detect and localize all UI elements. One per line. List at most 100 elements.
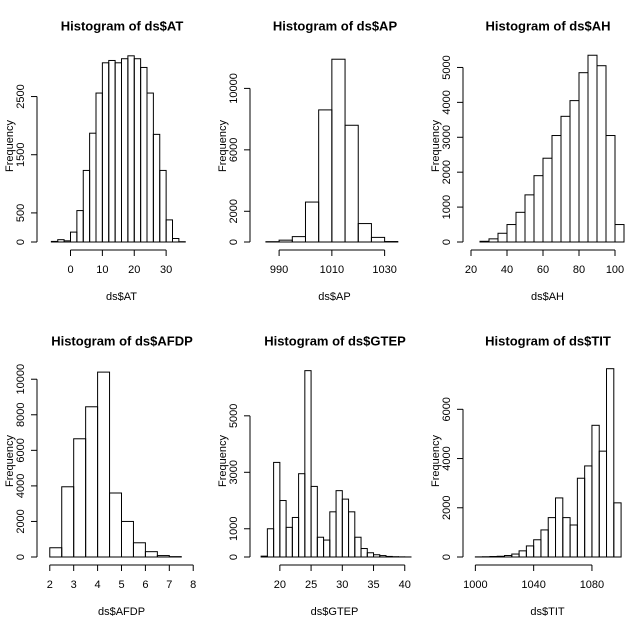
x-tick-label: 10 <box>96 264 108 276</box>
bar <box>260 555 268 558</box>
bar <box>569 100 580 243</box>
bar <box>89 132 97 243</box>
x-tick-label: 30 <box>160 264 172 276</box>
bar <box>76 210 84 243</box>
bar <box>304 201 320 243</box>
bar <box>569 524 578 558</box>
bar <box>57 239 65 243</box>
bar <box>587 54 598 243</box>
bar <box>114 62 122 243</box>
chart-title: Histogram of ds$AT <box>61 18 184 33</box>
bar <box>266 528 275 558</box>
bar <box>49 547 63 558</box>
y-axis-label: Frequency <box>430 435 442 487</box>
x-tick-label: 1010 <box>320 264 344 276</box>
bar <box>562 517 571 558</box>
bar <box>357 223 372 243</box>
bar <box>109 492 122 558</box>
bar <box>578 72 589 243</box>
y-tick-label: 3000 <box>441 125 453 149</box>
x-axis-label: ds$AFDP <box>98 606 145 618</box>
bar <box>373 554 381 558</box>
bar <box>63 240 71 243</box>
y-tick-label: 1500 <box>15 142 27 166</box>
bar <box>354 536 362 558</box>
bar <box>379 555 387 558</box>
bar <box>518 550 527 558</box>
y-tick-label: 2000 <box>441 160 453 184</box>
y-tick-label: 1000 <box>441 195 453 219</box>
x-tick-label: 4 <box>95 579 101 591</box>
x-tick-label: 1040 <box>521 579 545 591</box>
bar <box>335 490 343 558</box>
chart-title: Histogram of ds$AH <box>486 18 611 33</box>
bar <box>533 175 544 243</box>
x-tick-label: 80 <box>573 264 585 276</box>
bar <box>591 424 600 558</box>
y-tick-label: 5000 <box>228 404 240 428</box>
x-tick-label: 3 <box>71 579 77 591</box>
x-tick-label: 20 <box>274 579 286 591</box>
bar <box>146 92 154 243</box>
bar <box>515 211 526 243</box>
y-tick-label: 3000 <box>228 460 240 484</box>
y-tick-label: 6000 <box>228 138 240 162</box>
bar <box>61 486 75 558</box>
x-tick-label: 20 <box>465 264 477 276</box>
y-tick-label: 0 <box>228 239 240 245</box>
bar <box>605 135 616 243</box>
y-tick-label: 8000 <box>15 403 27 427</box>
x-tick-label: 30 <box>336 579 348 591</box>
chart-title: Histogram of ds$GTEP <box>264 333 406 348</box>
bar <box>360 548 368 558</box>
bar <box>540 529 549 558</box>
x-tick-label: 1030 <box>372 264 396 276</box>
bar <box>310 485 318 558</box>
bar <box>95 92 103 243</box>
y-tick-label: 2000 <box>15 509 27 533</box>
y-tick-label: 4000 <box>15 474 27 498</box>
bar <box>614 224 625 243</box>
bar <box>285 526 293 558</box>
y-tick-label: 10000 <box>228 73 240 104</box>
y-tick-label: 0 <box>441 239 453 245</box>
y-tick-label: 2500 <box>15 84 27 108</box>
bar <box>73 438 87 558</box>
bar <box>70 231 78 243</box>
bar <box>479 240 490 243</box>
x-tick-label: 7 <box>166 579 172 591</box>
x-tick-label: 25 <box>305 579 317 591</box>
bar <box>132 542 146 558</box>
y-tick-label: 0 <box>441 554 453 560</box>
y-tick-label: 0 <box>15 554 27 560</box>
bar <box>279 500 287 558</box>
x-tick-label: 1080 <box>580 579 604 591</box>
y-tick-label: 1000 <box>228 517 240 541</box>
y-tick-label: 500 <box>15 204 27 222</box>
bar <box>144 551 158 558</box>
bar <box>497 232 508 243</box>
y-tick-label: 10000 <box>15 364 27 395</box>
bar <box>525 545 535 558</box>
bar <box>348 511 356 558</box>
bar <box>121 58 129 243</box>
x-tick-label: 60 <box>537 264 549 276</box>
bar <box>152 133 161 243</box>
bar <box>331 58 346 243</box>
chart-title: Histogram of ds$AFDP <box>51 333 193 348</box>
bar <box>370 236 386 243</box>
bar <box>533 539 542 558</box>
x-tick-label: 990 <box>270 264 288 276</box>
bar <box>172 238 180 243</box>
x-tick-label: 100 <box>606 264 624 276</box>
y-tick-label: 6000 <box>441 397 453 421</box>
bar <box>291 236 306 243</box>
bar <box>298 473 306 558</box>
x-tick-label: 40 <box>399 579 411 591</box>
bar <box>488 238 499 243</box>
bar <box>366 552 375 558</box>
bar <box>341 498 350 558</box>
x-axis-label: ds$AP <box>318 291 350 303</box>
bar <box>85 406 99 558</box>
